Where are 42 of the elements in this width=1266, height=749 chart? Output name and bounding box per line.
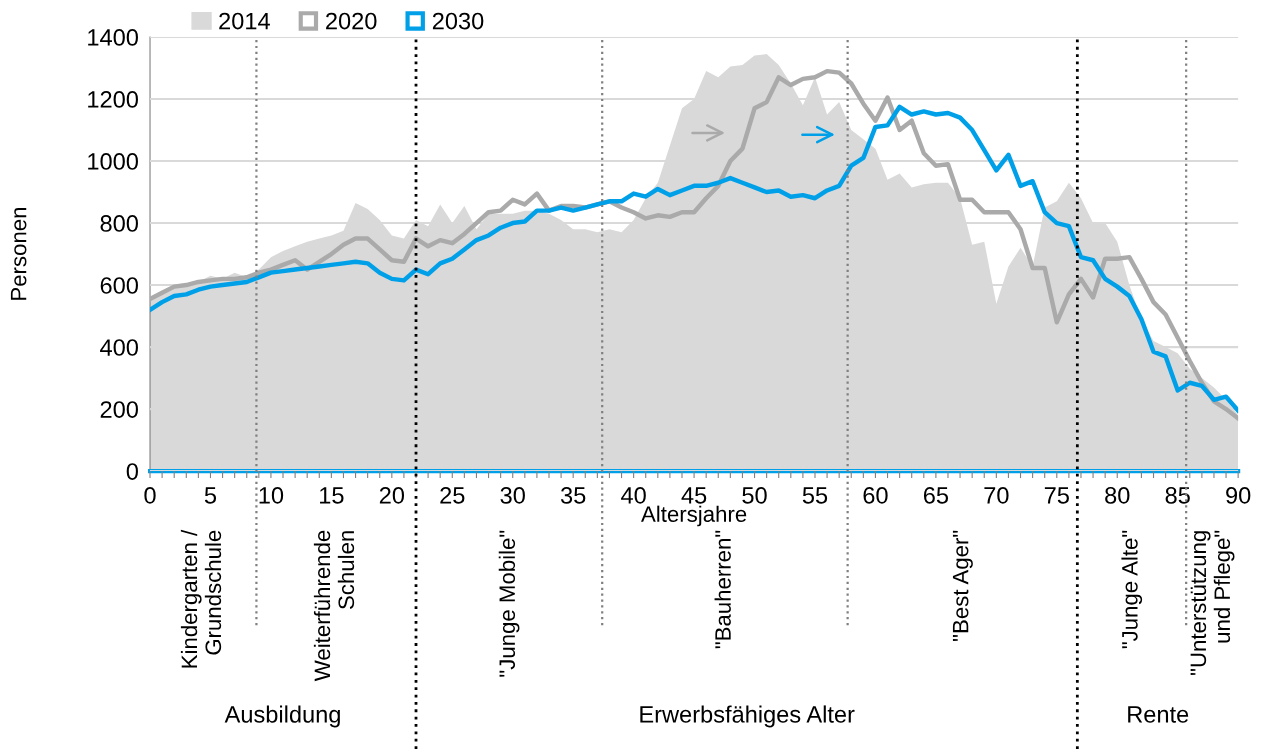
x-tick-label: 70: [984, 487, 1009, 504]
legend-label: 2014: [219, 12, 270, 30]
x-tick-label: 80: [1105, 487, 1130, 504]
y-tick-label: 1000: [88, 153, 138, 170]
x-tick-label: 0: [144, 487, 156, 504]
y-tick-label: 600: [100, 277, 138, 294]
x-tick-label: 90: [1226, 487, 1251, 504]
x-tick-label: 40: [621, 487, 646, 504]
text: "Best Ager": [952, 530, 973, 641]
x-tick-label: 85: [1165, 487, 1190, 504]
y-tick-label: 200: [100, 401, 138, 418]
x-tick-label: 25: [440, 487, 465, 504]
x-tick-label: 75: [1044, 487, 1069, 504]
text: "Unterstützung und Pflege": [1190, 530, 1235, 676]
x-tick-label: 55: [802, 487, 828, 504]
y-tick-label: 400: [100, 339, 138, 356]
x-tick-label: 5: [204, 487, 217, 504]
legend-label: 2030: [432, 12, 484, 30]
y-tick-label: 0: [126, 463, 138, 480]
x-tick-label: 30: [500, 487, 525, 504]
y-tick-label: 800: [100, 215, 138, 232]
text: Ausbildung: [224, 705, 340, 728]
text: "Junge Mobile": [498, 530, 520, 677]
text: "Junge Alte": [1121, 530, 1143, 649]
x-tick-label: 35: [560, 487, 586, 504]
x-tick-label: 50: [742, 487, 767, 504]
text: "Bauherren": [714, 530, 731, 649]
x-axis-title: Altersjahre: [641, 505, 747, 527]
y-tick-label: 1400: [88, 29, 138, 46]
x-tick-label: 45: [681, 487, 707, 504]
x-tick-label: 10: [259, 487, 284, 504]
text: Kindergarten / Grundschule: [180, 529, 222, 668]
text: Erwerbsfähiges Alter: [640, 705, 855, 728]
y-axis-title: Personen: [10, 207, 27, 300]
y-tick-label: 1200: [88, 91, 138, 108]
text: Weiterführende Schulen: [313, 530, 355, 682]
x-tick-label: 15: [320, 487, 344, 504]
x-tick-label: 60: [863, 487, 888, 504]
x-tick-label: 65: [923, 487, 949, 504]
text: Rente: [1128, 706, 1189, 723]
legend-label: 2020: [326, 12, 377, 30]
x-tick-label: 20: [379, 487, 405, 504]
